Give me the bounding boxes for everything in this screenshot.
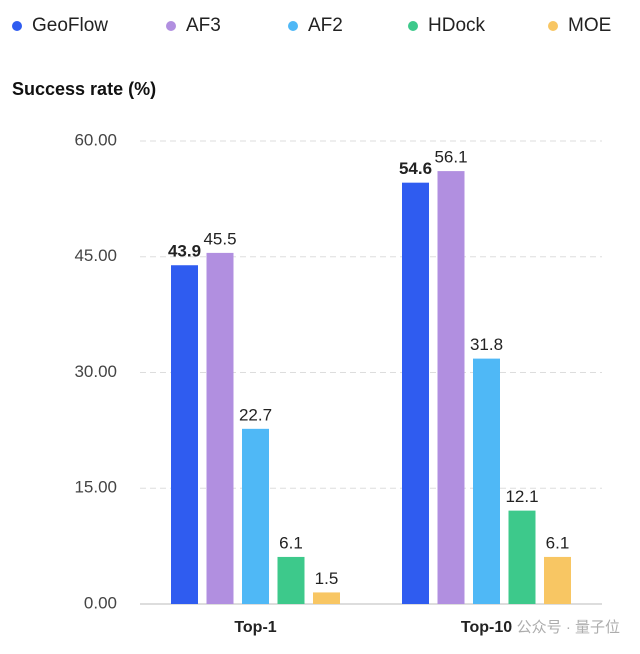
bar xyxy=(473,358,500,604)
x-tick-label: Top-1 xyxy=(234,619,276,636)
legend-marker xyxy=(12,21,22,31)
bar xyxy=(171,265,198,604)
legend-label: AF3 xyxy=(186,15,221,36)
legend-marker xyxy=(408,21,418,31)
bar xyxy=(437,171,465,604)
legend-marker xyxy=(548,21,558,31)
legend-label: MOE xyxy=(568,15,611,36)
y-tick-label: 0.00 xyxy=(84,593,117,612)
data-label: 43.9 xyxy=(168,242,201,261)
y-tick-label: 30.00 xyxy=(74,362,117,381)
data-label: 6.1 xyxy=(279,533,303,552)
legend-label: HDock xyxy=(428,15,486,36)
legend-marker xyxy=(288,21,298,31)
data-label: 45.5 xyxy=(203,229,236,248)
data-label: 1.5 xyxy=(315,569,339,588)
data-label: 56.1 xyxy=(434,148,467,167)
bar xyxy=(402,182,429,605)
data-label: 6.1 xyxy=(546,533,570,552)
bar xyxy=(508,510,536,604)
bar xyxy=(277,556,305,604)
bar xyxy=(544,556,571,604)
bar xyxy=(206,252,234,604)
watermark: 公众号 · 量子位 xyxy=(517,619,620,636)
y-axis-label: Success rate (%) xyxy=(12,79,156,99)
data-label: 22.7 xyxy=(239,405,272,424)
legend-label: AF2 xyxy=(308,15,343,36)
bar xyxy=(313,592,340,604)
bar xyxy=(242,428,269,604)
x-tick-label: Top-10 xyxy=(461,619,512,636)
data-label: 31.8 xyxy=(470,335,503,354)
data-label: 12.1 xyxy=(505,487,538,506)
y-tick-label: 15.00 xyxy=(74,478,117,497)
legend-label: GeoFlow xyxy=(32,15,108,36)
y-tick-label: 60.00 xyxy=(74,130,117,149)
y-tick-label: 45.00 xyxy=(74,246,117,265)
legend-marker xyxy=(166,21,176,31)
data-label: 54.6 xyxy=(399,159,432,178)
